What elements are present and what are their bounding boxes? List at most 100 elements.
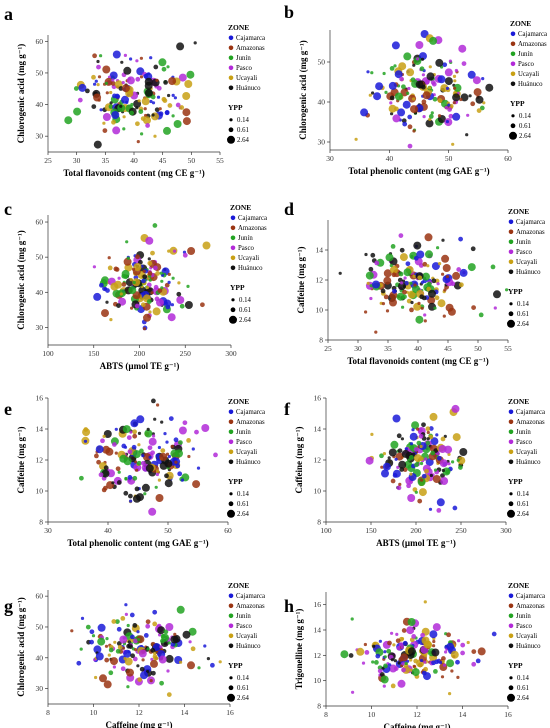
legend-zone-swatch bbox=[510, 61, 516, 67]
scatter-point bbox=[382, 462, 391, 471]
legend-size-label: 0.61 bbox=[517, 501, 529, 508]
x-axis-title: Caffeine (mg g⁻¹) bbox=[106, 720, 173, 728]
y-tick-label: 16 bbox=[36, 394, 44, 403]
scatter-point bbox=[369, 296, 373, 301]
scatter-point bbox=[107, 256, 111, 260]
y-tick-label: 8 bbox=[39, 518, 43, 527]
scatter-point bbox=[430, 111, 434, 115]
legend-zone-label: Ucayali bbox=[238, 255, 259, 262]
legend-size-label: 0.61 bbox=[239, 307, 251, 314]
scatter-point bbox=[412, 129, 416, 133]
scatter-point bbox=[168, 77, 177, 86]
scatter-point bbox=[458, 465, 463, 470]
legend-zone-swatch bbox=[230, 225, 236, 231]
scatter-point bbox=[441, 656, 446, 661]
scatter-point bbox=[102, 65, 111, 74]
scatter-point bbox=[117, 276, 121, 280]
scatter-point bbox=[135, 106, 139, 110]
legend-size-label: 0.14 bbox=[237, 117, 249, 124]
y-tick-label: 12 bbox=[314, 456, 322, 465]
scatter-point bbox=[450, 650, 459, 659]
x-tick-label: 30 bbox=[73, 156, 81, 165]
scatter-point bbox=[132, 450, 141, 459]
legend-zone-label: Junín bbox=[518, 51, 533, 58]
scatter-point bbox=[126, 685, 130, 689]
scatter-point bbox=[445, 469, 450, 475]
scatter-point bbox=[452, 505, 458, 511]
scatter-point bbox=[155, 472, 160, 477]
scatter-point bbox=[441, 254, 450, 263]
scatter-point bbox=[92, 53, 97, 59]
scatter-point bbox=[92, 265, 97, 269]
scatter-point bbox=[139, 56, 144, 60]
scatter-point bbox=[377, 668, 383, 674]
scatter-point bbox=[404, 661, 408, 666]
scatter-point bbox=[441, 659, 445, 664]
scatter-point bbox=[466, 640, 470, 645]
scatter-point bbox=[378, 639, 383, 643]
scatter-point bbox=[143, 73, 149, 79]
legend-zone-label: Cajamarca bbox=[516, 219, 545, 226]
scatter-point bbox=[470, 246, 476, 252]
panel-letter: f bbox=[284, 399, 291, 419]
scatter-point bbox=[141, 97, 150, 106]
y-tick-label: 60 bbox=[36, 218, 44, 227]
legend-zone-swatch bbox=[228, 45, 234, 51]
legend-zone-swatch bbox=[228, 613, 234, 619]
scatter-point bbox=[173, 437, 179, 443]
y-tick-label: 40 bbox=[36, 100, 44, 109]
scatter-point bbox=[437, 75, 446, 84]
scatter-point bbox=[155, 78, 159, 82]
scatter-point bbox=[426, 281, 432, 287]
scatter-point bbox=[137, 99, 141, 103]
scatter-point bbox=[113, 640, 117, 644]
scatter-point bbox=[112, 126, 121, 135]
legend-zone-swatch bbox=[228, 35, 234, 41]
scatter-point bbox=[416, 440, 422, 446]
x-tick-label: 55 bbox=[504, 344, 512, 353]
legend-size-swatch bbox=[509, 676, 513, 680]
legend-zone-label: Ucayali bbox=[236, 449, 257, 456]
scatter-point bbox=[103, 465, 109, 471]
scatter-point bbox=[441, 468, 446, 473]
legend-size-label: 2.64 bbox=[237, 137, 249, 144]
scatter-point bbox=[150, 647, 156, 653]
panel-d: d 25 30 35 40 45 50 55 8 10 12 14 Total flavonoids c… bbox=[284, 199, 545, 366]
y-tick-label: 30 bbox=[36, 684, 44, 693]
scatter-point bbox=[431, 262, 440, 271]
scatter-point bbox=[108, 647, 114, 653]
scatter-point bbox=[370, 71, 374, 75]
scatter-point bbox=[157, 478, 162, 482]
scatter-point bbox=[402, 294, 407, 300]
scatter-point bbox=[128, 57, 133, 61]
y-tick-label: 50 bbox=[36, 622, 44, 631]
legend-zone-label: Ucayali bbox=[516, 449, 537, 456]
legend-ypp-title: YPP bbox=[228, 103, 243, 112]
scatter-point bbox=[157, 288, 163, 293]
legend-zone-label: Cajamarca bbox=[236, 593, 265, 600]
scatter-point bbox=[127, 475, 133, 480]
scatter-point bbox=[446, 659, 455, 668]
scatter-point bbox=[411, 428, 415, 432]
scatter-point bbox=[448, 59, 453, 63]
scatter-point bbox=[159, 680, 164, 686]
panel-e: e 30 40 50 60 8 10 12 14 16 Total phenolic content… bbox=[4, 394, 265, 549]
scatter-point bbox=[130, 102, 134, 107]
legend: ZONE Cajamarca Amazonas Junín Pasco Ucayali Hu… bbox=[229, 203, 267, 324]
scatter-point bbox=[166, 669, 170, 673]
scatter-point bbox=[161, 96, 167, 102]
scatter-point bbox=[97, 75, 102, 79]
legend-size-swatch bbox=[510, 123, 516, 129]
scatter-point bbox=[415, 80, 424, 89]
scatter-point bbox=[404, 460, 413, 469]
scatter-point bbox=[149, 56, 153, 60]
scatter-point bbox=[388, 104, 397, 113]
scatter-point bbox=[348, 653, 354, 658]
scatter-point bbox=[389, 631, 394, 635]
scatter-point bbox=[412, 664, 416, 668]
scatter-point bbox=[132, 656, 138, 662]
scatter-point bbox=[158, 107, 162, 111]
legend-size-swatch bbox=[231, 298, 235, 302]
scatter-point bbox=[385, 309, 390, 313]
scatter-point bbox=[85, 88, 90, 94]
